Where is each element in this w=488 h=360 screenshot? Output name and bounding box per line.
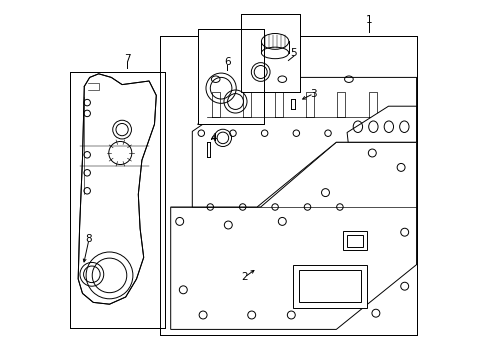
Bar [160, 36, 416, 335]
Polygon shape [170, 142, 416, 329]
Bar [160, 36, 416, 335]
Bar [346, 235, 363, 247]
Polygon shape [78, 74, 156, 304]
Bar [197, 29, 264, 124]
Polygon shape [192, 77, 416, 207]
Bar [241, 14, 300, 92]
Polygon shape [346, 106, 416, 142]
Text: 7: 7 [124, 54, 131, 64]
Bar [298, 270, 361, 302]
Text: 8: 8 [85, 234, 92, 244]
Bar [292, 265, 366, 308]
Bar [197, 29, 264, 124]
Bar [241, 14, 300, 92]
Text: 5: 5 [290, 48, 297, 58]
Bar [343, 231, 366, 250]
Text: 2: 2 [241, 272, 247, 282]
Text: 4: 4 [210, 132, 217, 143]
Bar [70, 72, 165, 328]
Text: 3: 3 [310, 89, 316, 99]
Text: 1: 1 [365, 15, 371, 25]
Bar [70, 72, 165, 328]
Text: 6: 6 [224, 57, 230, 67]
